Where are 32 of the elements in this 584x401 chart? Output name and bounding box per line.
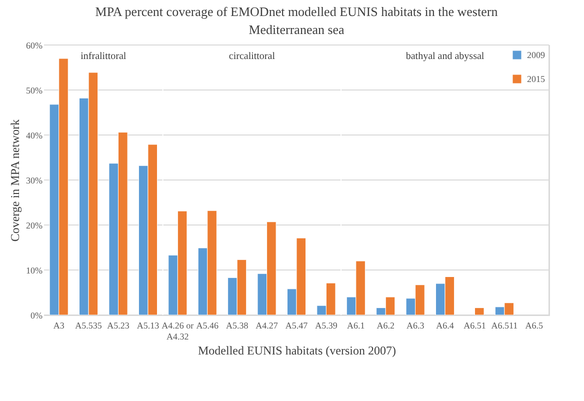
band-label: circalittoral [228, 51, 276, 62]
band-label: infralittoral [80, 51, 126, 62]
y-tick-label: 10% [26, 266, 43, 276]
x-tick-label: A5.47 [285, 320, 308, 330]
x-tick-label: A6.511 [491, 320, 518, 330]
y-tick-label: 20% [26, 220, 43, 230]
x-tick-label: A6.4 [436, 320, 454, 330]
legend-label: 2009 [527, 50, 546, 60]
y-tick-label: 0% [30, 310, 43, 320]
x-tick-label: A6.2 [376, 320, 394, 330]
x-tick-label: A5.46 [196, 320, 220, 330]
y-tick-label: 60% [26, 40, 43, 50]
x-tick-label: A5.23 [107, 320, 130, 330]
x-tick-label: A6.1 [347, 320, 365, 330]
band-label: bathyal and abyssal [406, 51, 484, 62]
x-tick-label: A6.3 [406, 320, 425, 330]
x-tick-label: A5.535 [75, 320, 102, 330]
x-tick-label: A5.13 [136, 320, 160, 330]
y-axis-title: Coverge in MPA network [8, 119, 22, 242]
x-tick-label: A5.39 [315, 320, 338, 330]
y-tick-label: 50% [26, 86, 43, 96]
x-tick-label: A3 [53, 320, 65, 330]
x-axis-title: Modelled EUNIS habitats (version 2007) [198, 344, 396, 358]
legend-label: 2015 [527, 74, 546, 84]
x-tick-label: A6.5 [525, 320, 544, 330]
chart-title: MPA percent coverage of EMODnet modelled EUNIS habitats in the western Mediterranean sea [95, 4, 498, 37]
y-tick-label: 40% [26, 130, 43, 140]
x-tick-label: A5.38 [226, 320, 249, 330]
x-tick-label: A4.26 or A4.32 [162, 320, 194, 342]
x-tick-label: A6.51 [464, 320, 486, 330]
x-tick-label: A4.27 [256, 320, 278, 330]
y-tick-label: 30% [26, 176, 43, 186]
